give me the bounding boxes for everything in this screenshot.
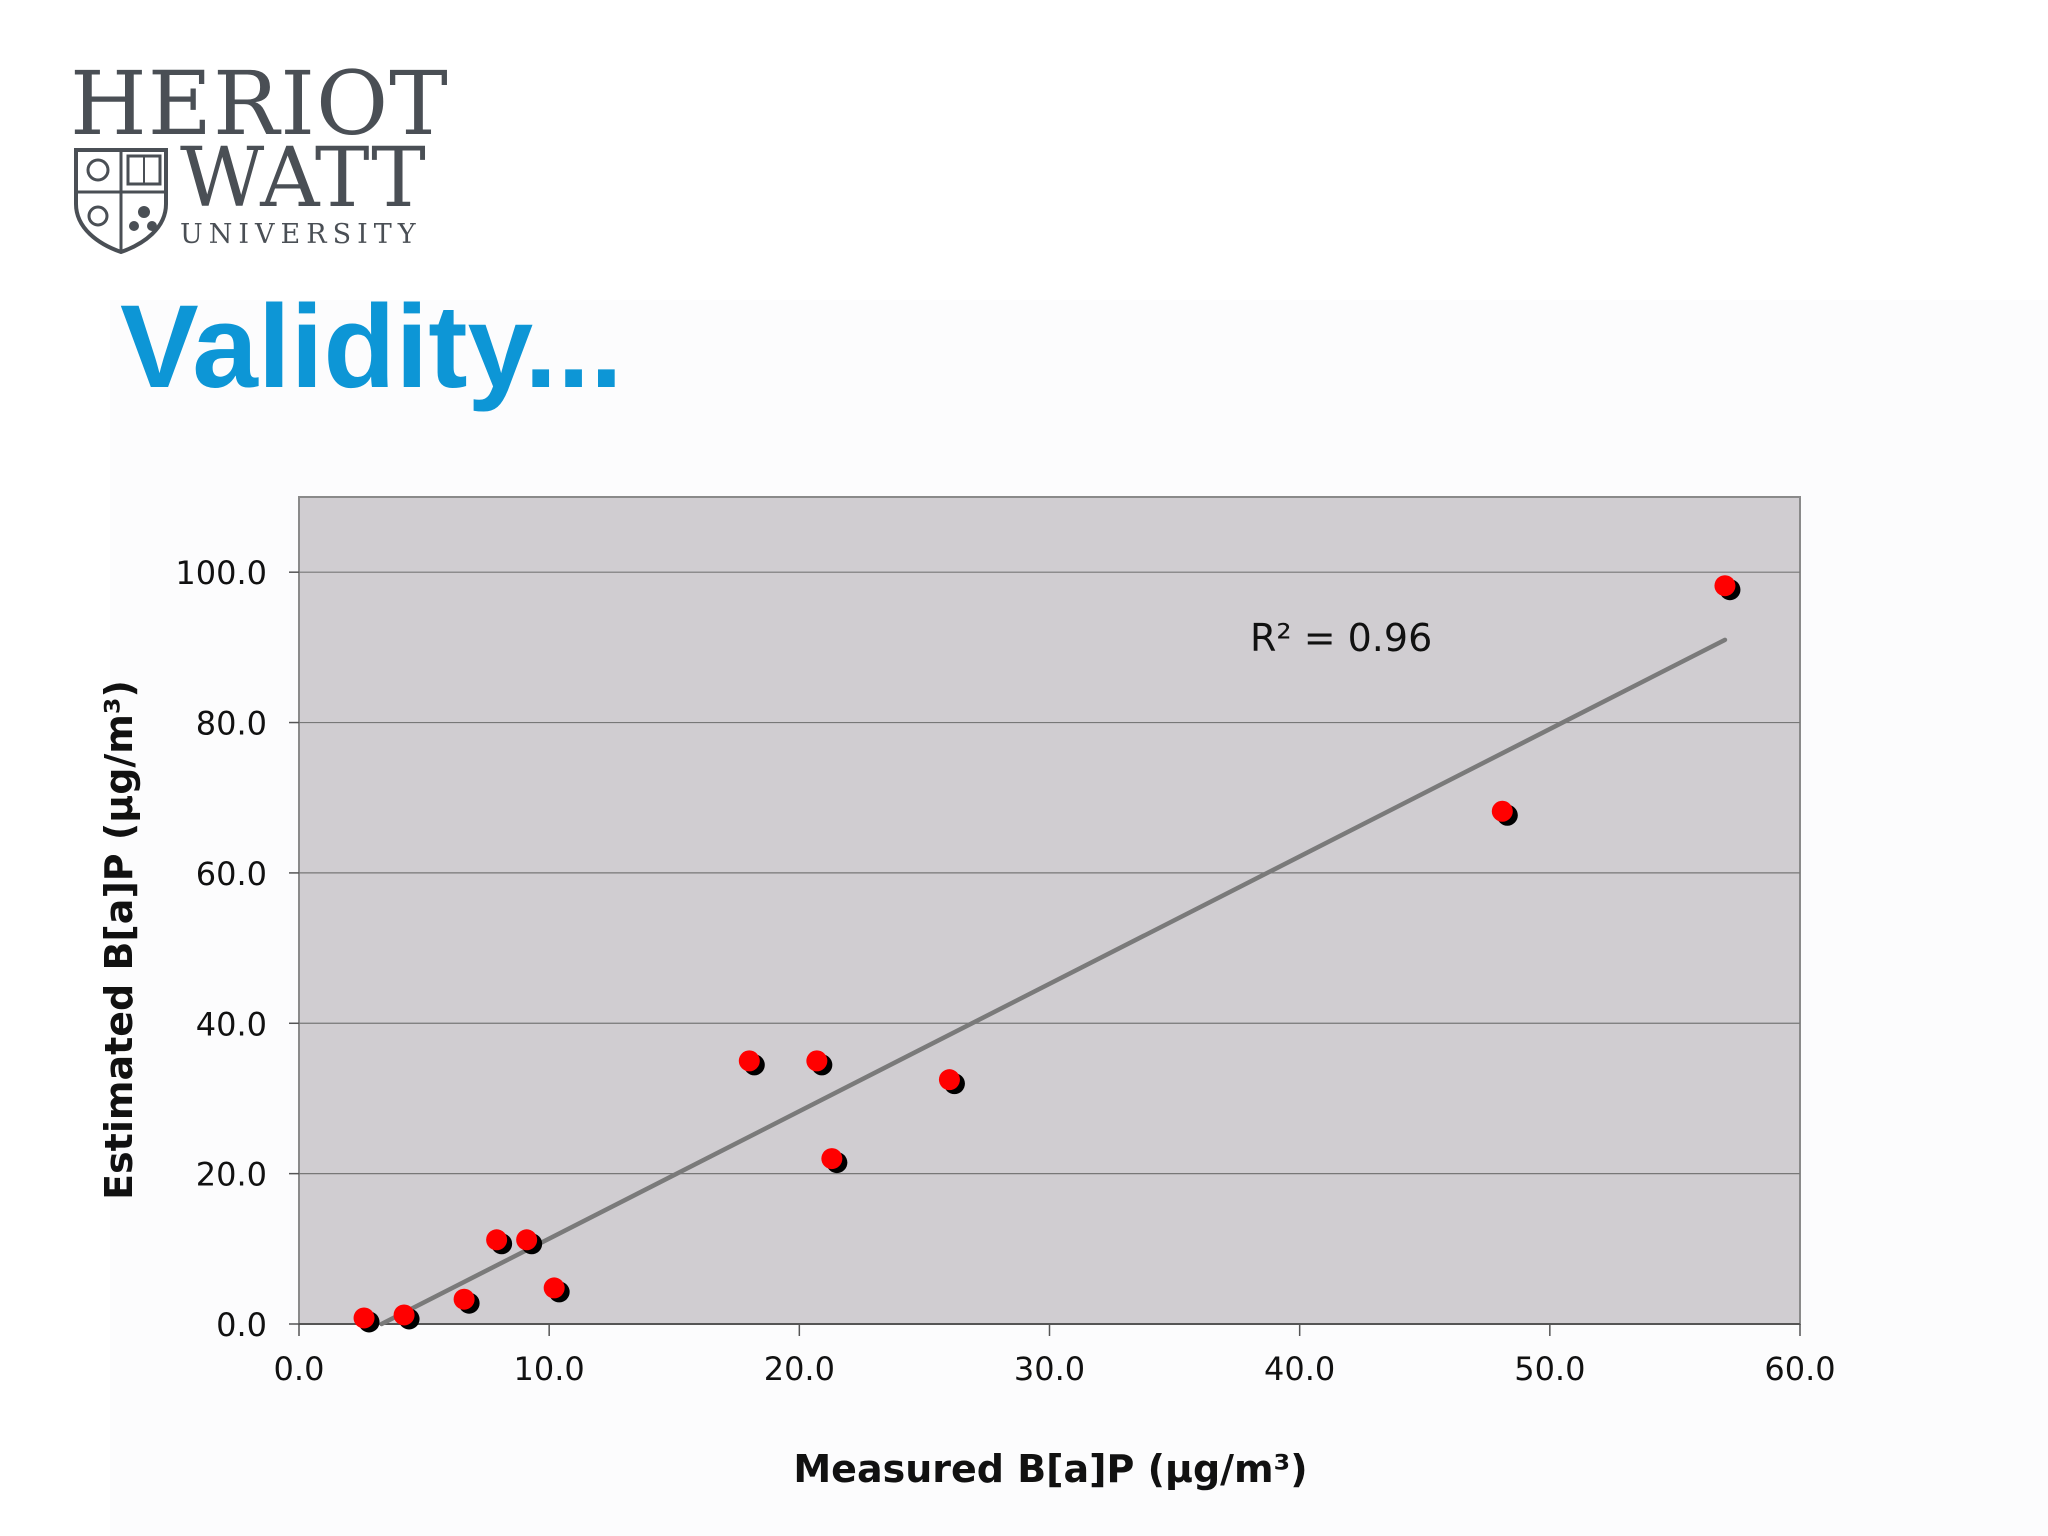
slide-title: Validity... [120, 281, 623, 413]
y-tick-label: 100.0 [175, 554, 267, 592]
crest-shield-icon [74, 148, 168, 254]
data-point [938, 1069, 960, 1091]
logo-text-watt: WATT [180, 131, 426, 226]
x-axis-title: Measured B[a]P (µg/m³) [793, 1447, 1307, 1491]
y-tick-label: 60.0 [196, 855, 267, 893]
data-point [516, 1229, 538, 1251]
data-point [453, 1288, 475, 1310]
data-point [821, 1148, 843, 1170]
data-point [353, 1307, 375, 1329]
x-tick-label: 10.0 [514, 1350, 585, 1388]
x-tick-label: 20.0 [764, 1350, 835, 1388]
data-point [1714, 575, 1736, 597]
x-tick-label: 40.0 [1264, 1350, 1335, 1388]
y-axis-title: Estimated B[a]P (µg/m³) [97, 680, 141, 1200]
x-tick-label: 60.0 [1764, 1350, 1835, 1388]
r-squared-annotation: R² = 0.96 [1250, 616, 1432, 660]
data-point [738, 1050, 760, 1072]
y-tick-label: 80.0 [196, 705, 267, 743]
data-points [353, 575, 1741, 1333]
data-point [806, 1050, 828, 1072]
x-tick-label: 30.0 [1014, 1350, 1085, 1388]
data-point [393, 1304, 415, 1326]
y-tick-label: 0.0 [216, 1306, 267, 1344]
data-point [543, 1277, 565, 1299]
y-tick-label: 20.0 [196, 1156, 267, 1194]
heriot-watt-logo: HERIOT WATT UNIVERSITY [70, 60, 450, 260]
trendline-group [379, 637, 1728, 1327]
y-tick-label: 40.0 [196, 1005, 267, 1043]
axes: 0.0 20.0 40.0 60.0 80.0 100.0 0.0 10.0 20.0 30.0 4… [175, 554, 1835, 1388]
data-point [1491, 800, 1513, 822]
plot-area [298, 496, 1801, 1325]
gridlines [299, 571, 1800, 1175]
data-point [486, 1229, 508, 1251]
logo-text-heriot: HERIOT [70, 52, 449, 155]
x-tick-label: 50.0 [1514, 1350, 1585, 1388]
x-tick-label: 0.0 [274, 1350, 325, 1388]
trendline [379, 637, 1728, 1327]
logo-text-university: UNIVERSITY [180, 219, 422, 250]
